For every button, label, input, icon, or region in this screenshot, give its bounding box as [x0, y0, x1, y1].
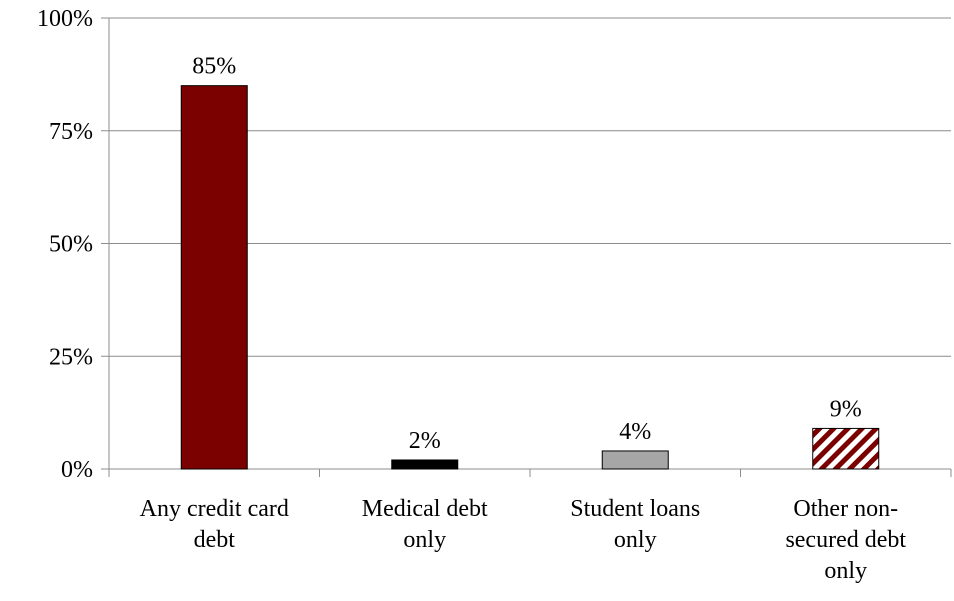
axes [101, 17, 952, 477]
y-tick-label: 25% [49, 344, 93, 370]
x-category-label: Any credit card debt [140, 496, 289, 553]
bar-4 [812, 427, 880, 470]
x-category-label-line: Medical debt [362, 496, 488, 522]
data-label: 4% [619, 419, 651, 445]
y-tick-label: 100% [37, 6, 93, 32]
x-category-label-line: secured debt [785, 527, 906, 553]
x-category-label: Other non-secured debt only [785, 496, 906, 584]
x-category-label-line: Other non- [793, 496, 898, 522]
bars [180, 85, 880, 470]
y-tick-label: 75% [49, 119, 93, 145]
x-category-label-line: only [403, 527, 446, 553]
x-category-label-line: debt [194, 527, 236, 553]
data-label: 85% [192, 54, 236, 80]
y-tick-label: 50% [49, 232, 93, 258]
x-category-label-line: Any credit card [140, 496, 289, 522]
bar-2 [391, 459, 459, 470]
x-category-label-line: only [824, 558, 867, 584]
x-category-label-line: only [614, 527, 657, 553]
data-label: 9% [830, 396, 862, 422]
labels: 0% 25% 50% 75% 100% 85% Any credit card debt 2% M… [37, 6, 906, 584]
data-label: 2% [409, 428, 441, 454]
bar-3 [601, 450, 669, 470]
y-tick-label: 0% [61, 457, 93, 483]
bar-1 [180, 85, 248, 470]
gridlines [109, 17, 951, 357]
x-category-label-line: Student loans [570, 496, 700, 522]
x-category-label: Student loans only [570, 496, 700, 553]
x-category-label: Medical debt only [362, 496, 488, 553]
